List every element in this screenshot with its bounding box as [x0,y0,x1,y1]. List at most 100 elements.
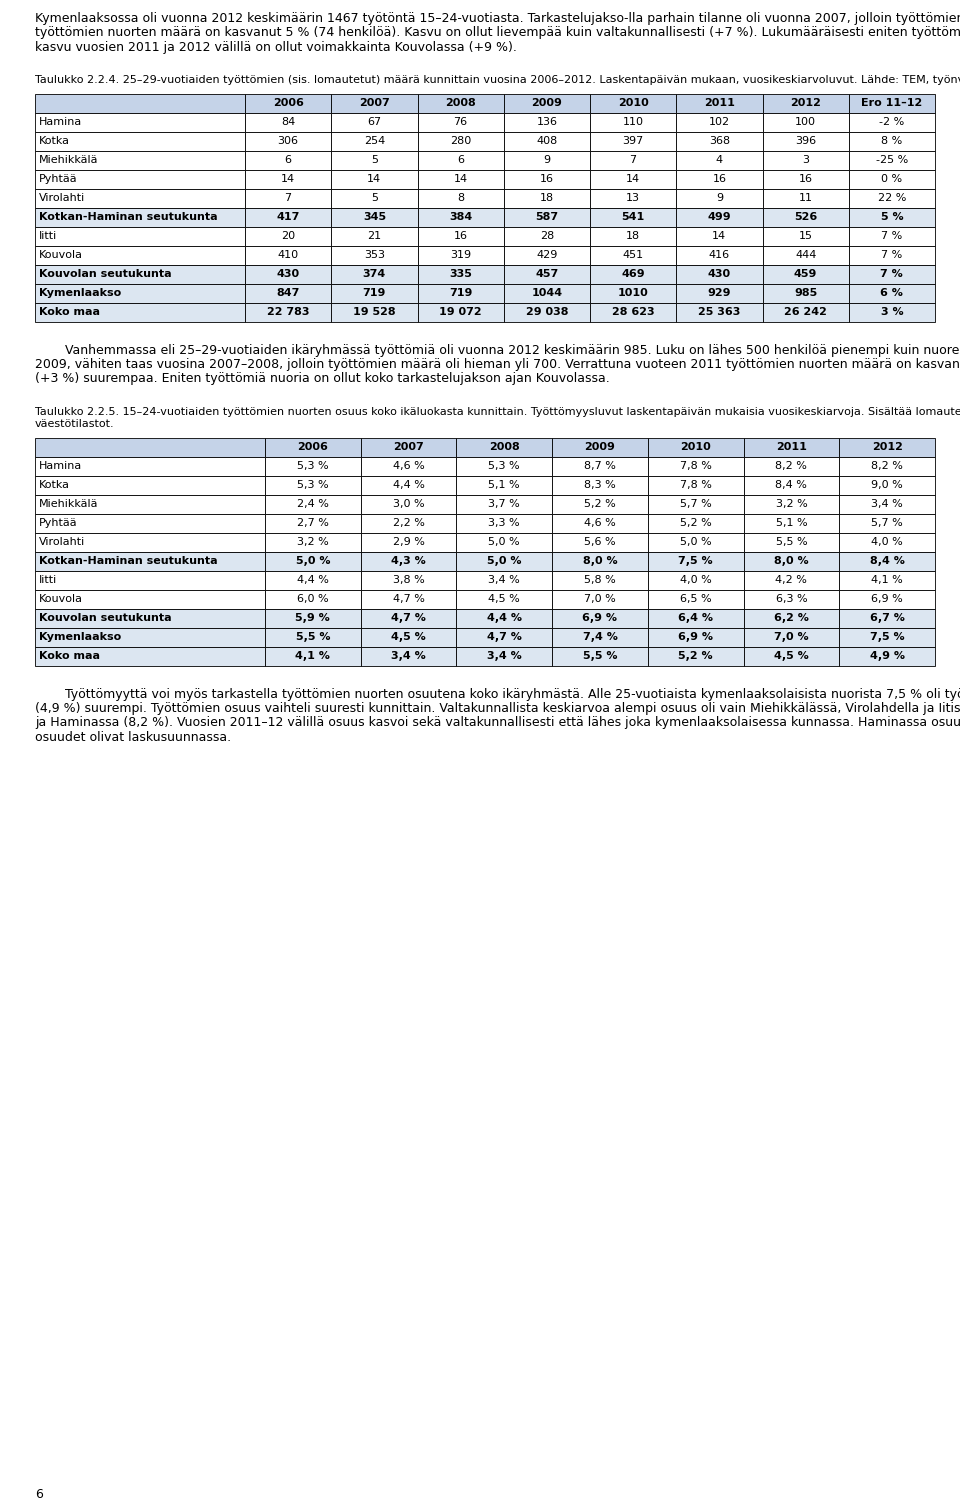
Text: 5,5 %: 5,5 % [583,650,617,661]
Text: 430: 430 [708,269,731,279]
Bar [849,170,935,189]
Bar [552,476,648,494]
Text: 20: 20 [281,231,295,242]
Text: 451: 451 [623,251,644,260]
Text: 5,5 %: 5,5 % [776,538,807,547]
Text: 5,8 %: 5,8 % [584,575,616,586]
Text: 7,4 %: 7,4 % [583,632,617,641]
Text: Kouvola: Kouvola [39,251,83,260]
Bar [361,533,456,551]
Bar [744,437,839,457]
Bar [504,113,590,132]
Text: 4,4 %: 4,4 % [393,481,424,490]
Text: 384: 384 [449,212,472,222]
Text: 2006: 2006 [273,98,303,108]
Text: osuudet olivat laskusuunnassa.: osuudet olivat laskusuunnassa. [35,731,231,743]
Text: 22 783: 22 783 [267,306,309,317]
Bar [552,551,648,571]
Text: 6,5 %: 6,5 % [680,595,711,604]
Bar [744,457,839,476]
Text: 5,2 %: 5,2 % [680,518,711,529]
Bar [35,571,265,590]
Text: 9,0 %: 9,0 % [872,481,903,490]
Bar [676,170,762,189]
Bar [590,189,676,207]
Text: 21: 21 [368,231,381,242]
Text: 8,4 %: 8,4 % [870,556,904,566]
Bar [648,494,744,514]
Bar [590,264,676,284]
Text: 6,2 %: 6,2 % [774,613,809,623]
Text: 929: 929 [708,288,732,297]
Bar [744,533,839,551]
Bar [676,189,762,207]
Text: 7,0 %: 7,0 % [584,595,616,604]
Bar [265,514,361,533]
Bar [418,227,504,246]
Text: 2007: 2007 [394,442,424,452]
Text: 541: 541 [621,212,645,222]
Bar [456,514,552,533]
Bar [331,132,418,150]
Text: 396: 396 [795,137,816,146]
Text: 3,2 %: 3,2 % [776,499,807,509]
Text: Kouvola: Kouvola [39,595,83,604]
Text: 7: 7 [284,194,292,203]
Text: 429: 429 [537,251,558,260]
Text: 2010: 2010 [681,442,711,452]
Bar [849,113,935,132]
Text: 7 %: 7 % [881,251,902,260]
Bar [35,646,265,665]
Text: 408: 408 [537,137,558,146]
Bar [849,284,935,302]
Bar [265,494,361,514]
Bar [648,571,744,590]
Text: 4: 4 [716,155,723,165]
Text: 9: 9 [716,194,723,203]
Bar [849,150,935,170]
Text: 254: 254 [364,137,385,146]
Bar [839,646,935,665]
Text: 3,0 %: 3,0 % [393,499,424,509]
Text: 2009: 2009 [585,442,615,452]
Bar [265,437,361,457]
Text: työttömien nuorten määrä on kasvanut 5 % (74 henkilöä). Kasvu on ollut lievempää: työttömien nuorten määrä on kasvanut 5 %… [35,27,960,39]
Text: Koko maa: Koko maa [39,650,100,661]
Text: 5,3 %: 5,3 % [489,461,520,472]
Text: 319: 319 [450,251,471,260]
Bar [361,608,456,628]
Bar [504,132,590,150]
Bar [245,150,331,170]
Bar [361,571,456,590]
Bar [35,227,245,246]
Bar [35,207,245,227]
Bar [849,264,935,284]
Text: 5,3 %: 5,3 % [297,481,328,490]
Bar [839,476,935,494]
Text: 76: 76 [453,117,468,128]
Text: 3,4 %: 3,4 % [872,499,903,509]
Text: Taulukko 2.2.5. 15–24-vuotiaiden työttömien nuorten osuus koko ikäluokasta kunni: Taulukko 2.2.5. 15–24-vuotiaiden työttöm… [35,407,960,416]
Bar [418,207,504,227]
Text: 4,6 %: 4,6 % [584,518,616,529]
Text: 3,4 %: 3,4 % [391,650,426,661]
Text: 26 242: 26 242 [784,306,828,317]
Text: 5,9 %: 5,9 % [296,613,330,623]
Text: 4,0 %: 4,0 % [680,575,711,586]
Text: 5,0 %: 5,0 % [487,556,521,566]
Bar [590,93,676,113]
Bar [456,494,552,514]
Text: 14: 14 [626,174,640,185]
Text: 416: 416 [708,251,730,260]
Text: 84: 84 [281,117,296,128]
Text: 587: 587 [536,212,559,222]
Bar [331,150,418,170]
Text: -25 %: -25 % [876,155,908,165]
Bar [552,571,648,590]
Bar [265,628,361,646]
Text: 19 528: 19 528 [353,306,396,317]
Bar [849,246,935,264]
Text: 3,4 %: 3,4 % [487,650,521,661]
Bar [418,189,504,207]
Bar [648,533,744,551]
